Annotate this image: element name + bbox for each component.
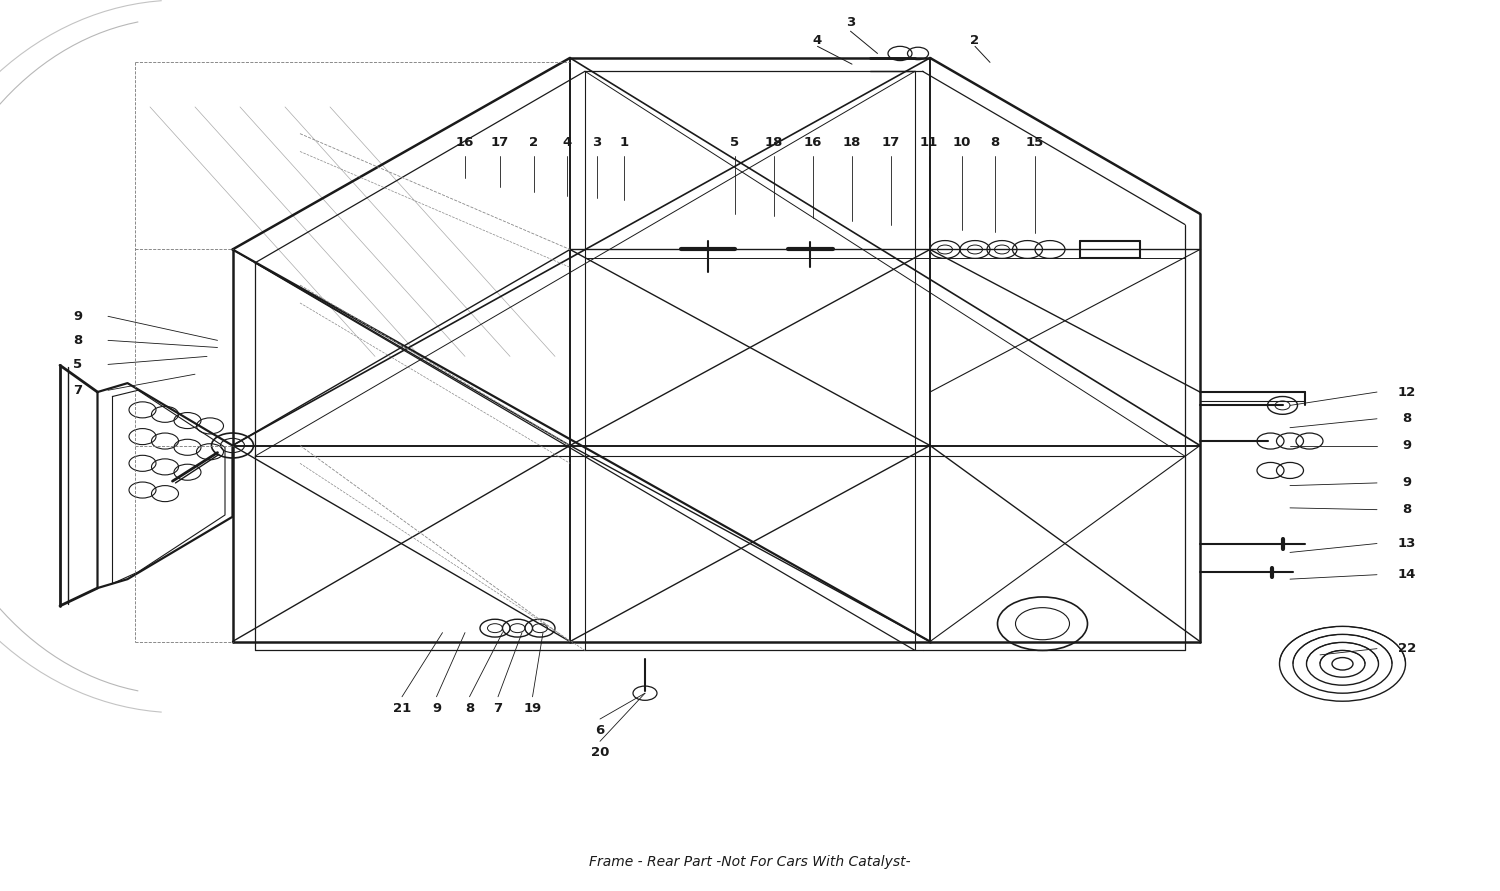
Text: 16: 16 — [456, 136, 474, 149]
Text: 6: 6 — [596, 724, 604, 737]
Text: 9: 9 — [1402, 439, 1411, 452]
Text: 9: 9 — [432, 702, 441, 715]
Text: 17: 17 — [882, 136, 900, 149]
Text: 18: 18 — [765, 136, 783, 149]
Text: 20: 20 — [591, 747, 609, 759]
Text: 8: 8 — [1402, 413, 1411, 425]
Text: 2: 2 — [970, 34, 980, 46]
Text: 10: 10 — [952, 136, 970, 149]
Text: 2: 2 — [530, 136, 538, 149]
Text: 7: 7 — [74, 384, 82, 396]
Text: 17: 17 — [490, 136, 508, 149]
Text: 9: 9 — [1402, 477, 1411, 489]
Text: 5: 5 — [730, 136, 740, 149]
Text: Frame - Rear Part -Not For Cars With Catalyst-: Frame - Rear Part -Not For Cars With Cat… — [590, 854, 910, 869]
Text: 4: 4 — [813, 34, 822, 46]
Text: 5: 5 — [74, 358, 82, 371]
Text: 13: 13 — [1398, 537, 1416, 550]
Text: 8: 8 — [990, 136, 999, 149]
Text: 1: 1 — [620, 136, 628, 149]
Text: 8: 8 — [465, 702, 474, 715]
Text: 15: 15 — [1026, 136, 1044, 149]
Text: 8: 8 — [1402, 503, 1411, 516]
Text: 16: 16 — [804, 136, 822, 149]
Text: 18: 18 — [843, 136, 861, 149]
Text: 12: 12 — [1398, 386, 1416, 398]
Text: 11: 11 — [920, 136, 938, 149]
Text: 3: 3 — [846, 16, 855, 29]
Text: 9: 9 — [74, 310, 82, 323]
Text: 3: 3 — [592, 136, 602, 149]
Text: 14: 14 — [1398, 568, 1416, 581]
Text: 4: 4 — [562, 136, 572, 149]
Text: 8: 8 — [74, 334, 82, 347]
Text: 22: 22 — [1398, 642, 1416, 655]
Text: 19: 19 — [524, 702, 542, 715]
Text: 21: 21 — [393, 702, 411, 715]
Text: 7: 7 — [494, 702, 502, 715]
